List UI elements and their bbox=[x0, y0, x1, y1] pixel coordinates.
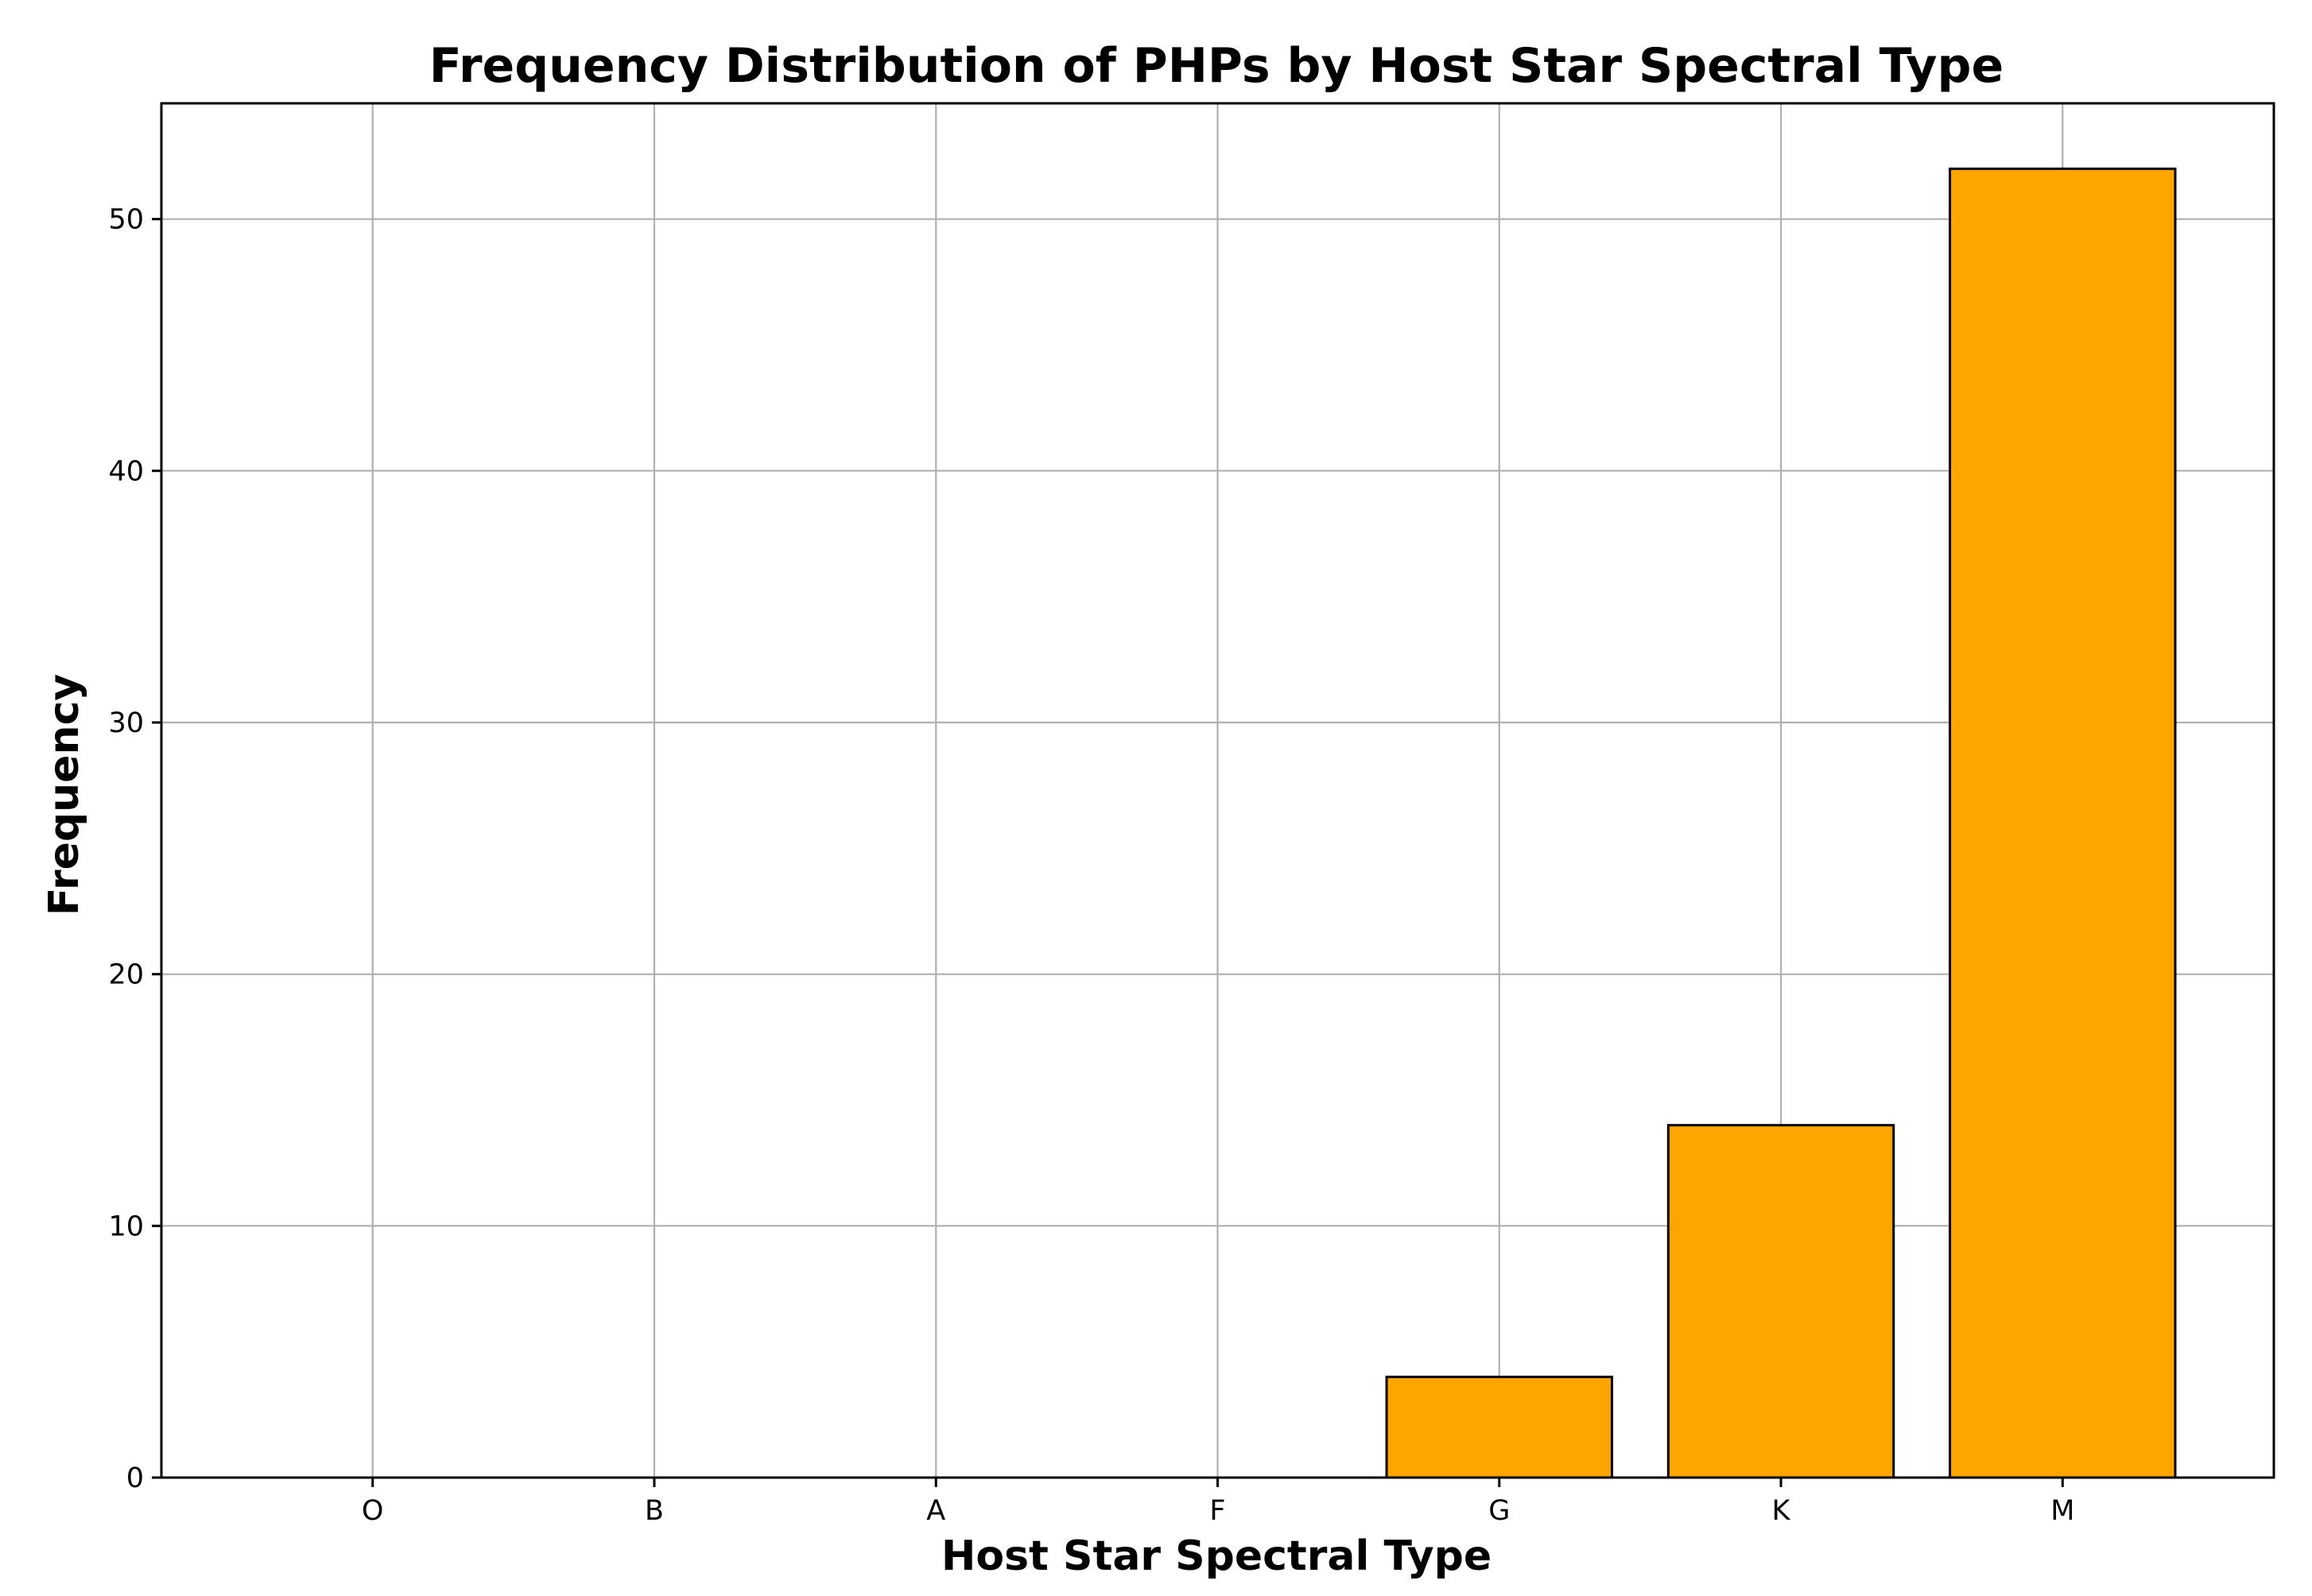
x-tick-label: K bbox=[1772, 1495, 1791, 1527]
x-tick-label: O bbox=[362, 1495, 384, 1527]
y-tick-label: 50 bbox=[108, 204, 144, 236]
x-tick-label: F bbox=[1209, 1495, 1225, 1527]
bar-G bbox=[1385, 1375, 1613, 1479]
y-tick-label: 10 bbox=[108, 1211, 144, 1242]
y-tick-label: 0 bbox=[126, 1462, 144, 1494]
x-tick-label: A bbox=[926, 1495, 945, 1527]
bar-K bbox=[1666, 1124, 1895, 1479]
x-tick-label: M bbox=[2050, 1495, 2074, 1527]
x-tick-label: B bbox=[645, 1495, 664, 1527]
y-tick-label: 20 bbox=[108, 959, 144, 991]
chart-title: Frequency Distribution of PHPs by Host S… bbox=[429, 38, 2004, 94]
plot-area: 0 10 20 30 40 50 O B A F G K M bbox=[108, 102, 2275, 1527]
x-tick-label: G bbox=[1488, 1495, 1510, 1527]
bar-M bbox=[1949, 167, 2177, 1479]
y-tick-label: 40 bbox=[108, 455, 144, 487]
x-axis-label: Host Star Spectral Type bbox=[941, 1532, 1492, 1580]
y-tick-label: 30 bbox=[108, 707, 144, 739]
y-axis-label: Frequency bbox=[41, 674, 88, 916]
